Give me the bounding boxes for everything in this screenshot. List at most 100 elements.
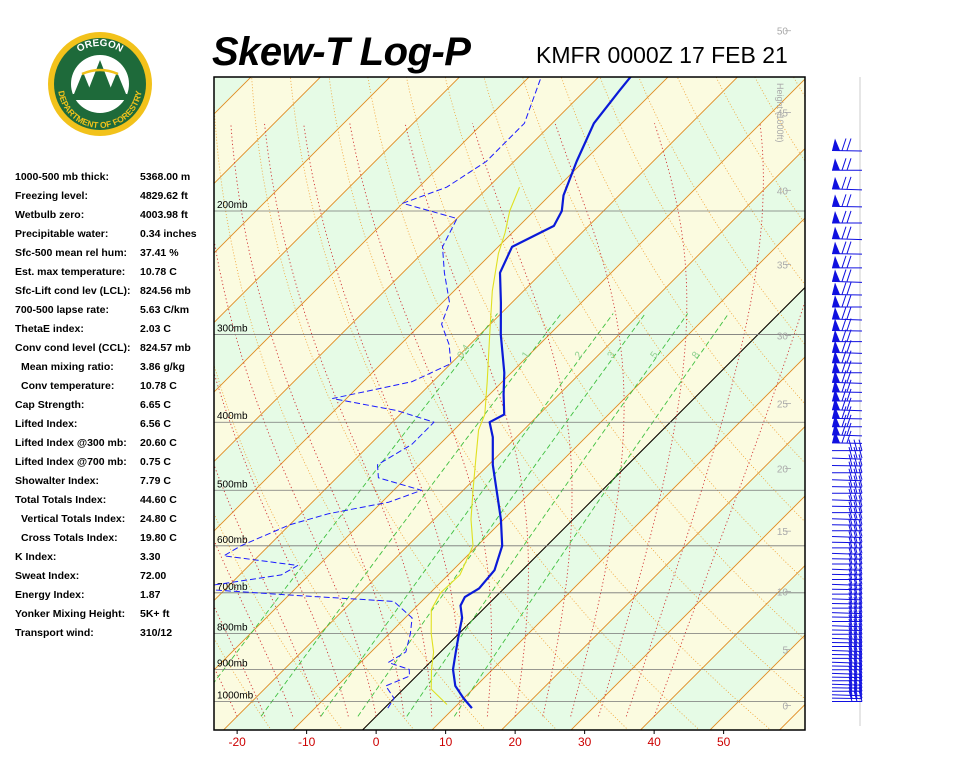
index-row: Total Totals Index: 44.60 C xyxy=(15,491,210,510)
index-row: Lifted Index @300 mb: 20.60 C xyxy=(15,434,210,453)
pressure-label: 1000mb xyxy=(217,691,254,702)
wind-barb xyxy=(832,635,863,648)
index-row: Lifted Index @700 mb: 0.75 C xyxy=(15,453,210,472)
index-value: 44.60 C xyxy=(140,494,177,506)
isotherm-line xyxy=(214,77,322,185)
stability-indices-list: 1000-500 mb thick: 5368.00 m Freezing leve… xyxy=(15,168,210,643)
mixing-ratio-line xyxy=(214,313,498,684)
dry-adiabat-line xyxy=(879,0,960,731)
wind-barb xyxy=(831,651,863,664)
pressure-label: 200mb xyxy=(217,200,248,211)
mixing-ratio-line xyxy=(453,313,729,717)
wind-barb xyxy=(832,647,863,659)
mixing-ratio-label: 5 xyxy=(649,350,661,361)
wind-barb xyxy=(831,138,863,152)
isotherm-line xyxy=(214,77,530,393)
pressure-label: 800mb xyxy=(217,622,248,633)
wind-barb xyxy=(831,547,863,560)
plot-frame xyxy=(213,76,806,731)
wind-barb xyxy=(831,406,863,420)
index-label: Wetbulb zero: xyxy=(15,209,85,221)
wind-barb xyxy=(831,430,863,444)
index-label: Lifted Index: xyxy=(15,418,78,430)
index-label: Vertical Totals Index: xyxy=(21,513,126,525)
mixing-ratio-label: 8 xyxy=(690,349,702,360)
index-label: Yonker Mixing Height: xyxy=(15,608,126,620)
station-time-label: KMFR 0000Z 17 FEB 21 xyxy=(536,42,788,68)
index-label: Freezing level: xyxy=(15,190,88,202)
wind-barb xyxy=(831,282,863,296)
index-row: Transport wind: 310/12 xyxy=(15,624,210,643)
dry-adiabat-line xyxy=(406,77,805,700)
pressure-label: 700mb xyxy=(217,582,248,593)
index-value: 1.87 xyxy=(140,589,161,601)
wind-barb xyxy=(832,329,862,343)
height-tick-label: 35 xyxy=(777,261,789,272)
index-row: Showalter Index: 7.79 C xyxy=(15,472,210,491)
dry-adiabat-line xyxy=(5,0,128,731)
dry-adiabat-line xyxy=(676,77,805,286)
index-value: 72.00 xyxy=(140,570,167,582)
index-value: 5.63 C/km xyxy=(140,304,190,316)
index-label: Conv cond level (CCL): xyxy=(15,342,131,354)
wind-barb xyxy=(831,654,863,667)
wind-barb xyxy=(831,241,863,255)
wind-barb xyxy=(831,468,863,482)
wind-barb xyxy=(832,610,863,622)
wind-barb xyxy=(832,388,862,402)
mixing-ratio-label: 1 xyxy=(520,350,532,361)
isotherm-line xyxy=(570,495,805,730)
isotherm-line xyxy=(214,77,739,602)
index-value: 824.57 mb xyxy=(140,342,191,354)
height-axis: 0 5 10 15 20 25 30 35 40 45 50 Height (1000ft) xyxy=(775,27,791,713)
isotherm-line xyxy=(214,77,669,532)
mixing-ratio-line xyxy=(406,313,689,717)
x-tick-label: 40 xyxy=(647,735,661,749)
index-value: 3.86 g/kg xyxy=(140,361,185,373)
pressure-label: 300mb xyxy=(217,324,248,335)
reference-lines xyxy=(5,0,960,731)
mixing-ratio-line xyxy=(260,313,562,717)
x-tick-label: 10 xyxy=(439,735,453,749)
x-tick-label: -20 xyxy=(228,735,246,749)
index-row: 1000-500 mb thick: 5368.00 m xyxy=(15,168,210,187)
height-tick-label: 45 xyxy=(777,109,789,120)
index-label: Showalter Index: xyxy=(15,475,100,487)
index-label: ThetaE index: xyxy=(15,323,84,335)
mixing-ratio-label: 2 xyxy=(573,349,585,360)
wind-barb xyxy=(831,662,863,675)
height-tick-label: 50 xyxy=(777,27,789,38)
index-label: Total Totals Index: xyxy=(15,494,107,506)
index-row: Sfc-500 mean rel hum: 37.41 % xyxy=(15,244,210,263)
isotherm-line xyxy=(214,77,391,254)
wind-barb xyxy=(831,226,863,241)
isotherm-line xyxy=(778,703,805,730)
wind-barb xyxy=(831,614,863,628)
index-row: Precipitable water: 0.34 inches xyxy=(15,225,210,244)
wind-barb xyxy=(832,482,863,494)
index-value: 4829.62 ft xyxy=(140,190,188,202)
index-row: Conv cond level (CCL): 824.57 mb xyxy=(15,339,210,358)
wind-barb xyxy=(831,631,863,644)
height-tick-label: 5 xyxy=(782,645,788,656)
index-row: Est. max temperature: 10.78 C xyxy=(15,263,210,282)
index-value: 10.78 C xyxy=(140,266,177,278)
index-label: Sweat Index: xyxy=(15,570,80,582)
pressure-label: 500mb xyxy=(217,479,248,490)
index-row: Freezing level: 4829.62 ft xyxy=(15,187,210,206)
wind-barb xyxy=(831,686,863,700)
isotherm-line xyxy=(500,425,805,730)
height-tick-label: 15 xyxy=(777,527,789,538)
wind-barb xyxy=(832,461,863,474)
wind-barb xyxy=(832,680,863,692)
height-tick-label: 30 xyxy=(777,331,789,342)
index-label: Precipitable water: xyxy=(15,228,109,240)
wind-barb xyxy=(832,414,862,428)
wind-barb xyxy=(831,397,863,412)
wind-barb xyxy=(831,488,863,502)
dry-adiabat-line xyxy=(444,77,805,641)
height-axis-label: Height (1000ft) xyxy=(775,83,785,143)
pressure-label: 900mb xyxy=(217,658,248,669)
wind-barb xyxy=(831,665,863,679)
